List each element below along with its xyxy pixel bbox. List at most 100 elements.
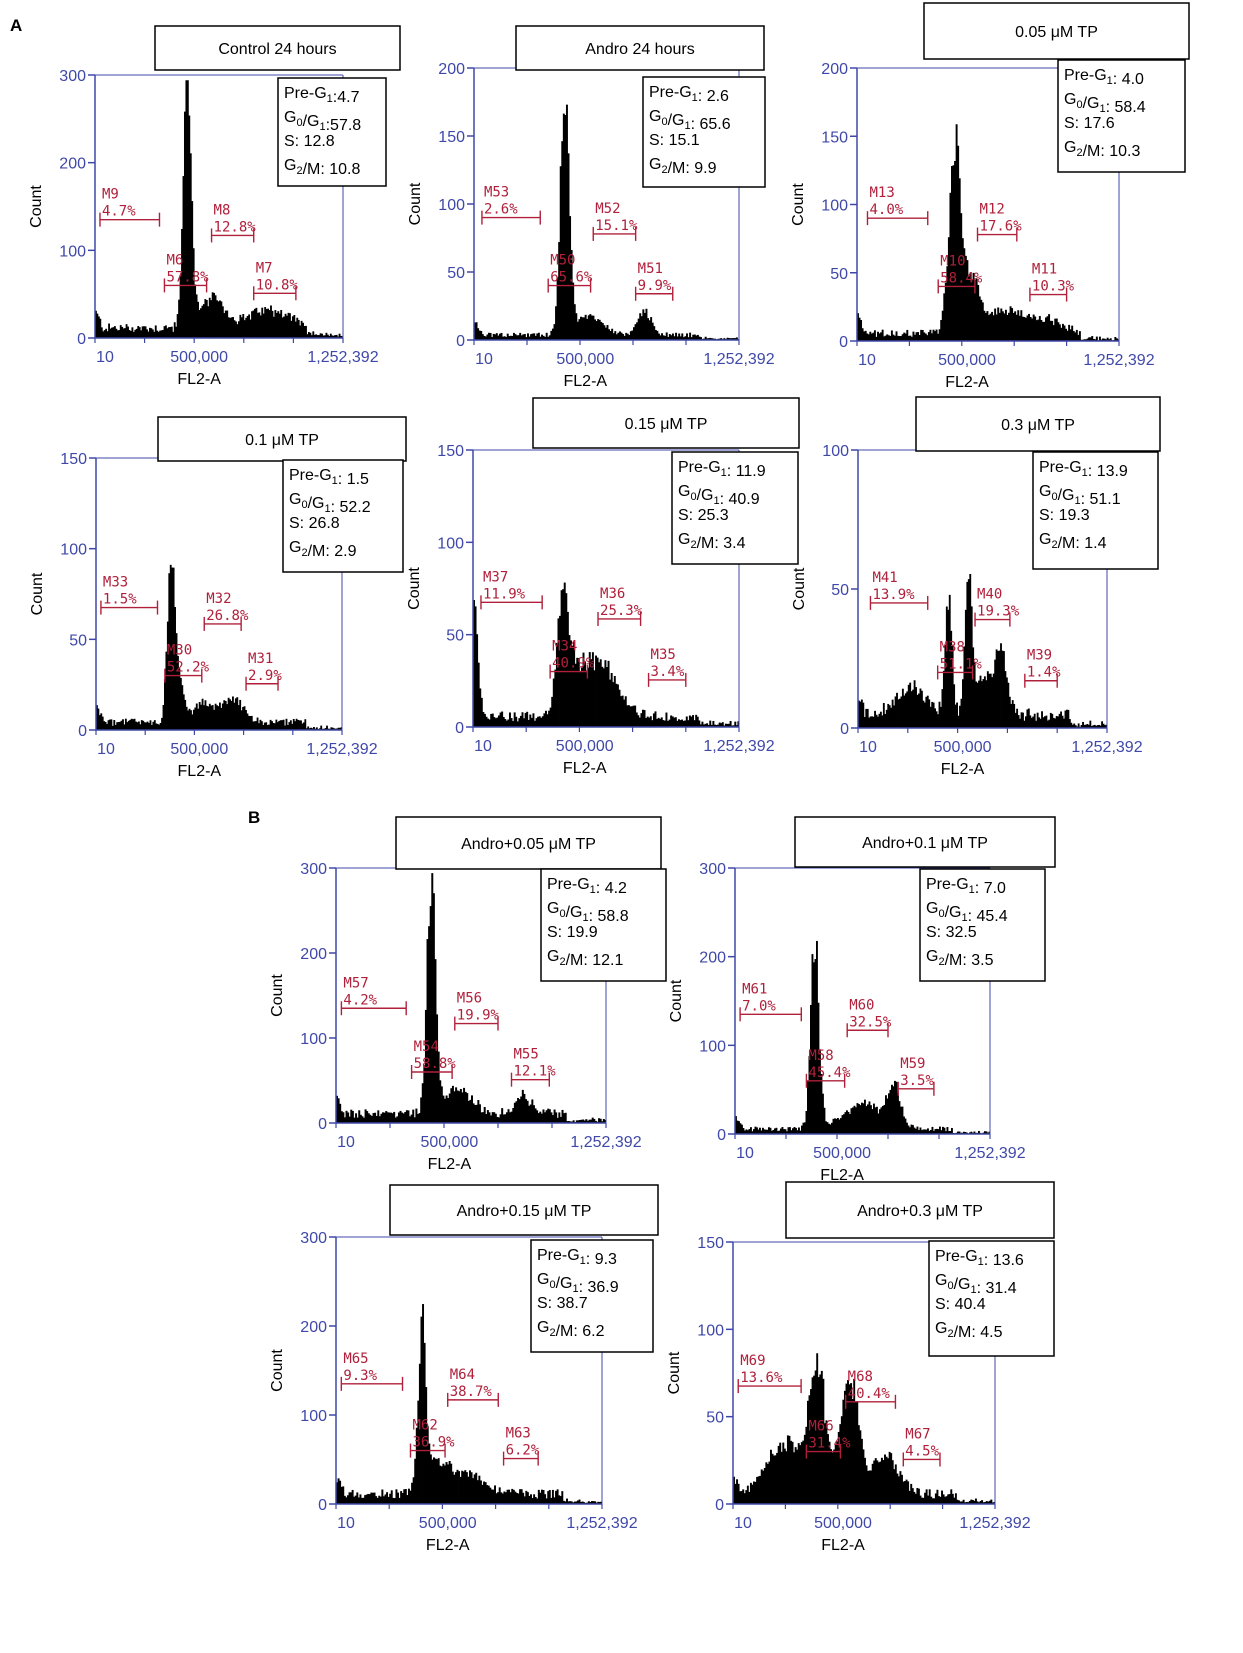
histogram-bar: [230, 700, 233, 730]
histogram-bar: [201, 698, 204, 730]
histogram-bar: [857, 313, 859, 341]
histogram-bar: [865, 708, 868, 728]
histogram-bar: [934, 708, 937, 728]
histogram-bar: [1033, 713, 1036, 728]
histogram-bar: [988, 315, 990, 341]
x-axis-label: FL2-A: [821, 1537, 865, 1554]
histogram-bar: [99, 318, 102, 338]
histogram-bar: [704, 723, 707, 727]
histogram-bar: [1108, 339, 1111, 341]
histogram-bar: [477, 328, 480, 340]
histogram-bar: [262, 724, 265, 730]
histogram-bar: [1049, 712, 1052, 728]
histogram-bar: [922, 1497, 925, 1504]
stats-box: Pre-G1: 9.3G0/G1: 36.9S: 38.7G2/M: 6.2: [530, 1239, 654, 1353]
histogram-bar: [539, 336, 542, 340]
histogram-bar: [847, 1380, 849, 1504]
histogram-bar: [928, 1489, 931, 1504]
gate-name: M7: [256, 260, 273, 276]
histogram-bar: [867, 1470, 870, 1504]
histogram-bar: [307, 332, 310, 338]
gate-percent: 45.4%: [808, 1065, 851, 1081]
histogram-bar: [475, 322, 478, 340]
histogram-bar: [336, 1482, 338, 1504]
x-tick-label: 1,252,392: [306, 741, 377, 758]
histogram-bar: [96, 705, 98, 730]
histogram-bar: [409, 1490, 412, 1504]
histogram-bar: [128, 330, 131, 338]
histogram-bar: [324, 728, 327, 730]
stats-line-3: G2/M: 10.3: [1064, 139, 1140, 160]
stats-line-1: G0/G1: 36.9: [537, 1271, 619, 1296]
histogram-bar: [183, 111, 186, 338]
histogram-bar: [1026, 709, 1029, 728]
histogram-bar: [248, 314, 251, 338]
histogram-bar: [311, 728, 314, 730]
histogram-bar: [622, 334, 625, 340]
histogram-bar: [252, 721, 255, 730]
histogram-bar: [887, 703, 890, 728]
stats-line-3: G2/M: 2.9: [289, 539, 357, 560]
stats-line-2: S: 26.8: [289, 515, 340, 532]
histogram-bar: [220, 707, 223, 730]
histogram-bar: [417, 1114, 419, 1123]
histogram-bar: [213, 709, 216, 730]
histogram-bar: [918, 1130, 920, 1134]
histogram-bar: [544, 1494, 547, 1504]
histogram-bar: [624, 696, 627, 727]
histogram-bar: [528, 1495, 531, 1504]
histogram-bar: [877, 1462, 880, 1504]
histogram-bar: [593, 1118, 596, 1123]
histogram-bar: [1023, 720, 1026, 728]
histogram-bar: [390, 1112, 392, 1123]
histogram-bar: [870, 1105, 872, 1134]
gate-name: M10: [940, 253, 965, 269]
gate-percent: 40.9%: [552, 656, 595, 672]
histogram-bar: [510, 718, 513, 727]
histogram-bar: [237, 321, 240, 338]
histogram-bar: [1077, 334, 1080, 341]
histogram-bar: [293, 314, 296, 338]
histogram-bar: [396, 1116, 399, 1123]
histogram-bar: [271, 310, 274, 338]
histogram-bar: [1040, 319, 1043, 341]
histogram-bar: [901, 1106, 904, 1134]
histogram-bar: [928, 1130, 931, 1134]
histogram-bar: [904, 1481, 907, 1504]
histogram-bar: [754, 1126, 757, 1134]
histogram-bar: [1102, 723, 1105, 728]
histogram-bar: [759, 1127, 761, 1134]
histogram-bar: [519, 332, 522, 340]
histogram-bar: [420, 1097, 423, 1123]
histogram-bar: [857, 1425, 860, 1504]
histogram-bar: [874, 1458, 877, 1504]
histogram-bar: [450, 1088, 453, 1123]
histogram-bar: [886, 334, 889, 341]
histogram-bar: [270, 305, 272, 338]
histogram-bar: [944, 282, 947, 341]
histogram-bar: [1054, 318, 1057, 341]
histogram-bar: [164, 679, 166, 730]
histogram-bar: [278, 720, 281, 730]
histogram-bar: [535, 718, 538, 727]
histogram-bar: [892, 334, 895, 341]
histogram-bar: [813, 962, 815, 1134]
histogram-bar: [226, 310, 229, 338]
histogram-bar: [342, 1486, 345, 1504]
histogram-bar: [214, 295, 217, 338]
histogram-bar: [255, 721, 258, 730]
histogram-bar: [498, 333, 501, 340]
histogram-bar: [872, 332, 875, 341]
gate-percent: 11.9%: [483, 586, 526, 602]
histogram-bar: [942, 1126, 944, 1134]
histogram-bar: [333, 728, 336, 730]
histogram-bar: [882, 703, 885, 728]
histogram-bar: [894, 696, 897, 728]
histogram-bar: [1027, 708, 1030, 728]
histogram-bar: [742, 1128, 745, 1134]
histogram-bar: [836, 1441, 839, 1504]
